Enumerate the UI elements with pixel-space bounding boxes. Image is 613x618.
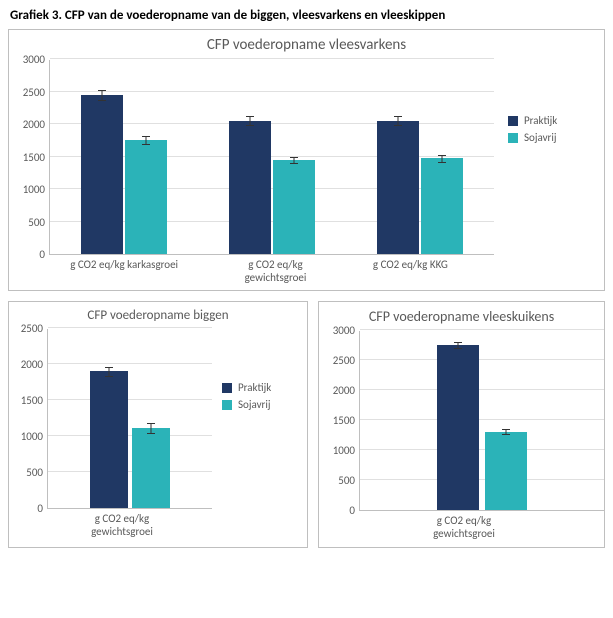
error-cap xyxy=(290,157,298,158)
chart-title: CFP voederopname vleesvarkens xyxy=(9,36,604,54)
y-axis: 300025002000150010005000 xyxy=(15,60,49,255)
legend-label: Praktijk xyxy=(238,381,271,394)
y-axis: 300025002000150010005000 xyxy=(325,331,359,511)
error-cap xyxy=(438,162,446,163)
bar-group xyxy=(437,345,527,510)
x-axis: g CO2 eq/kg gewichtsgroei xyxy=(47,509,197,544)
swatch-praktijk xyxy=(222,383,232,393)
error-cap xyxy=(502,434,510,435)
page-title: Grafiek 3. CFP van de voederopname van d… xyxy=(10,8,605,23)
error-cap xyxy=(142,136,150,137)
error-bar xyxy=(398,116,399,125)
bars-layer xyxy=(50,60,494,254)
bar-group xyxy=(229,121,315,254)
bar xyxy=(125,140,167,254)
error-cap xyxy=(502,429,510,430)
legend: Praktijk Sojavrij xyxy=(494,60,604,255)
error-cap xyxy=(290,163,298,164)
error-cap xyxy=(147,423,155,424)
error-bar xyxy=(151,423,152,433)
bar xyxy=(421,158,463,254)
bar xyxy=(81,95,123,254)
bar xyxy=(229,121,271,254)
x-axis: g CO2 eq/kg gewichtsgroei xyxy=(359,511,569,546)
error-cap xyxy=(454,342,462,343)
error-cap xyxy=(454,348,462,349)
plot-area xyxy=(49,60,494,255)
swatch-sojavrij xyxy=(508,133,518,143)
error-cap xyxy=(438,155,446,156)
error-bar xyxy=(146,136,147,144)
x-label: g CO2 eq/kg gewichtsgroei xyxy=(221,259,331,284)
bar xyxy=(377,121,419,254)
bar-group xyxy=(90,371,170,508)
x-label: g CO2 eq/kg KKG xyxy=(373,259,448,284)
gridline xyxy=(50,58,494,59)
y-axis: 25002000150010005000 xyxy=(15,329,47,509)
bars-layer xyxy=(48,329,212,508)
legend-item-sojavrij: Sojavrij xyxy=(508,131,604,144)
chart-vleeskuikens: CFP voederopname vleeskuikens 3000250020… xyxy=(318,301,605,547)
bar-group xyxy=(377,121,463,254)
swatch-sojavrij xyxy=(222,400,232,410)
legend-label: Sojavrij xyxy=(524,131,557,144)
bar xyxy=(437,345,479,510)
error-cap xyxy=(246,116,254,117)
legend-label: Praktijk xyxy=(524,114,557,127)
error-bar xyxy=(109,367,110,376)
legend: Praktijk Sojavrij xyxy=(212,329,307,509)
error-cap xyxy=(246,125,254,126)
gridline xyxy=(360,329,604,330)
error-bar xyxy=(442,155,443,162)
plot-area xyxy=(47,329,212,509)
error-bar xyxy=(102,90,103,100)
bar xyxy=(485,432,527,511)
bar-group xyxy=(81,95,167,254)
error-cap xyxy=(147,433,155,434)
chart-title: CFP voederopname biggen xyxy=(9,308,307,323)
error-cap xyxy=(98,100,106,101)
x-label: g CO2 eq/kg gewichtsgroei xyxy=(67,513,177,538)
error-cap xyxy=(142,144,150,145)
legend-item-praktijk: Praktijk xyxy=(508,114,604,127)
error-cap xyxy=(394,125,402,126)
error-bar xyxy=(250,116,251,125)
bar xyxy=(273,160,315,254)
chart-biggen: CFP voederopname biggen 2500200015001000… xyxy=(8,301,308,547)
chart-vleesvarkens: CFP voederopname vleesvarkens 3000250020… xyxy=(8,29,605,291)
bar xyxy=(90,371,128,508)
x-label: g CO2 eq/kg gewichtsgroei xyxy=(409,515,519,540)
error-cap xyxy=(394,116,402,117)
chart-title: CFP voederopname vleeskuikens xyxy=(319,308,604,325)
bar xyxy=(132,428,170,509)
gridline xyxy=(48,327,212,328)
plot-area xyxy=(359,331,604,511)
bars-layer xyxy=(360,331,604,510)
legend-item-sojavrij: Sojavrij xyxy=(222,398,307,411)
error-cap xyxy=(105,376,113,377)
x-label: g CO2 eq/kg karkasgroei xyxy=(70,259,178,284)
error-cap xyxy=(98,90,106,91)
swatch-praktijk xyxy=(508,116,518,126)
error-cap xyxy=(105,367,113,368)
legend-item-praktijk: Praktijk xyxy=(222,381,307,394)
legend-label: Sojavrij xyxy=(238,398,271,411)
x-axis: g CO2 eq/kg karkasgroei g CO2 eq/kg gewic… xyxy=(49,255,469,290)
